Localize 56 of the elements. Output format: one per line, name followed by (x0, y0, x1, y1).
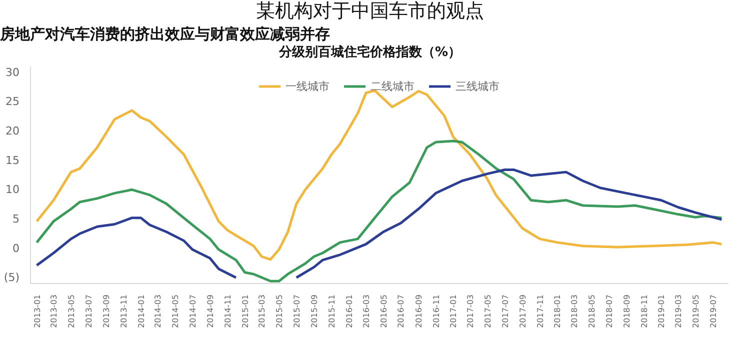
x-tick-label: 2017-03 (466, 294, 475, 328)
y-tick-label: 25 (6, 96, 20, 109)
x-tick-label: 2016-03 (362, 294, 371, 328)
x-tick-label: 2018-11 (640, 294, 649, 328)
x-tick-label: 2018-09 (622, 294, 632, 328)
x-tick-label: 2019-05 (691, 294, 700, 328)
x-tick-label: 2014-01 (136, 294, 146, 328)
x-tick-label: 2015-07 (292, 294, 302, 328)
y-tick-label: 5 (12, 212, 20, 226)
x-tick-label: 2016-09 (414, 294, 424, 328)
x-tick-label: 2019-03 (674, 294, 684, 328)
x-tick-label: 2014-03 (154, 294, 163, 328)
x-tick-label: 2017-07 (500, 294, 510, 328)
y-tick-label: (5) (4, 272, 20, 285)
x-tick-label: 2018-03 (570, 294, 580, 328)
x-tick-label: 2018-01 (553, 294, 562, 328)
x-tick-label: 2014-05 (171, 294, 180, 328)
y-tick-label: 15 (6, 154, 20, 168)
x-tick-label: 2013-11 (119, 294, 128, 328)
x-tick-label: 2014-07 (188, 294, 198, 328)
y-tick-label: 20 (6, 124, 20, 138)
x-tick-label: 2017-11 (536, 294, 545, 328)
x-tick-label: 2016-07 (396, 294, 406, 328)
x-tick-label: 2013-03 (50, 294, 59, 328)
x-tick-label: 2019-01 (657, 294, 666, 328)
legend-label: 二线城市 (370, 78, 414, 94)
x-tick-label: 2015-11 (327, 294, 336, 328)
x-tick-label: 2017-01 (449, 294, 458, 328)
x-tick-label: 2014-11 (223, 294, 232, 328)
x-tick-label: 2016-01 (344, 294, 354, 328)
x-tick-label: 2018-07 (604, 294, 614, 328)
line-series (36, 140, 723, 283)
x-tick-label: 2019-07 (708, 294, 718, 328)
text: 分级别百城住宅价格指数（%） (278, 44, 462, 60)
x-tick-label: 2017-09 (518, 294, 528, 328)
x-tick-label: 2015-01 (240, 294, 250, 328)
x-tick-label: 2016-11 (432, 294, 441, 328)
chart-subtitle: 房地产对汽车消费的挤出效应与财富效应减弱并存 (0, 24, 330, 43)
chart-title: 某机构对于中国车市的观点 (256, 0, 484, 23)
x-tick-label: 2015-05 (275, 294, 284, 328)
y-tick-label: 0 (12, 242, 20, 256)
x-tick-label: 2013-07 (84, 294, 94, 328)
x-tick-label: 2013-01 (32, 294, 42, 328)
x-tick-label: 2015-03 (258, 294, 267, 328)
x-tick-label: 2013-05 (66, 294, 76, 328)
x-tick-label: 2013-09 (102, 294, 112, 328)
legend-label: 三线城市 (456, 78, 500, 94)
x-tick-label: 2016-05 (379, 294, 388, 328)
x-tick-label: 2017-05 (483, 294, 492, 328)
line-series (36, 90, 723, 262)
y-tick-label: 30 (6, 66, 20, 80)
y-tick-label: 10 (6, 184, 20, 197)
x-tick-label: 2018-05 (587, 294, 596, 328)
x-tick-label: 2014-09 (206, 294, 216, 328)
x-tick-label: 2015-09 (310, 294, 320, 328)
legend-label: 一线城市 (286, 78, 330, 94)
